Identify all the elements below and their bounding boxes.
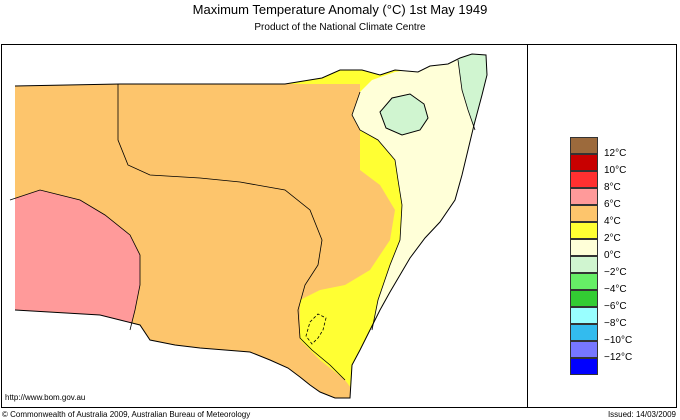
legend-label: 2°C	[604, 233, 621, 244]
legend-swatch	[570, 341, 598, 358]
legend-row	[570, 171, 598, 188]
legend-label: 6°C	[604, 199, 621, 210]
act-border	[305, 313, 327, 345]
legend-swatch	[570, 171, 598, 188]
map-subtitle: Product of the National Climate Centre	[254, 22, 426, 33]
legend-label: 0°C	[604, 250, 621, 261]
legend-label: 10°C	[604, 165, 627, 176]
map-title: Maximum Temperature Anomaly (°C) 1st May…	[192, 2, 488, 17]
legend-row	[570, 205, 598, 222]
copyright-notice: © Commonwealth of Australia 2009, Austra…	[2, 410, 251, 419]
legend-swatch	[570, 239, 598, 256]
legend-swatch	[570, 307, 598, 324]
legend-label: 4°C	[604, 216, 621, 227]
legend-swatch	[570, 188, 598, 205]
legend-swatch	[570, 273, 598, 290]
legend-row	[570, 341, 598, 358]
legend-row	[570, 324, 598, 341]
legend-row	[570, 239, 598, 256]
legend-swatch	[570, 256, 598, 273]
legend-row	[570, 137, 598, 154]
legend-row	[570, 273, 598, 290]
legend-row	[570, 154, 598, 171]
state-border	[14, 53, 488, 399]
region-minus2c-island	[379, 93, 429, 136]
legend-label: −2°C	[604, 267, 627, 278]
legend-row	[570, 256, 598, 273]
region-6c	[15, 190, 140, 330]
bom-url[interactable]: http://www.bom.gov.au	[5, 393, 86, 402]
legend-divider	[527, 44, 528, 408]
legend-label: −10°C	[604, 335, 633, 346]
map-frame	[1, 44, 677, 408]
legend-row	[570, 222, 598, 239]
legend-label: 8°C	[604, 182, 621, 193]
legend-row	[570, 307, 598, 324]
legend-swatch	[570, 137, 598, 154]
legend-label: −4°C	[604, 284, 627, 295]
legend-label: −8°C	[604, 318, 627, 329]
legend-label: −12°C	[604, 352, 633, 363]
contour-lines	[9, 59, 476, 381]
legend-swatch	[570, 324, 598, 341]
issued-date: Issued: 14/03/2009	[607, 410, 676, 419]
legend-row	[570, 358, 598, 375]
legend-swatch	[570, 205, 598, 222]
legend-swatch	[570, 358, 598, 375]
temperature-legend: 12°C 10°C 8°C 6°C 4°C 2°C 0°C −2°C −4°C −6°C −8°C −…	[570, 137, 632, 375]
legend-swatch	[570, 290, 598, 307]
legend-label: −6°C	[604, 301, 627, 312]
legend-swatch	[570, 222, 598, 239]
legend-label: 12°C	[604, 148, 627, 159]
legend-row	[570, 290, 598, 307]
legend-swatch	[570, 154, 598, 171]
legend-row	[570, 188, 598, 205]
